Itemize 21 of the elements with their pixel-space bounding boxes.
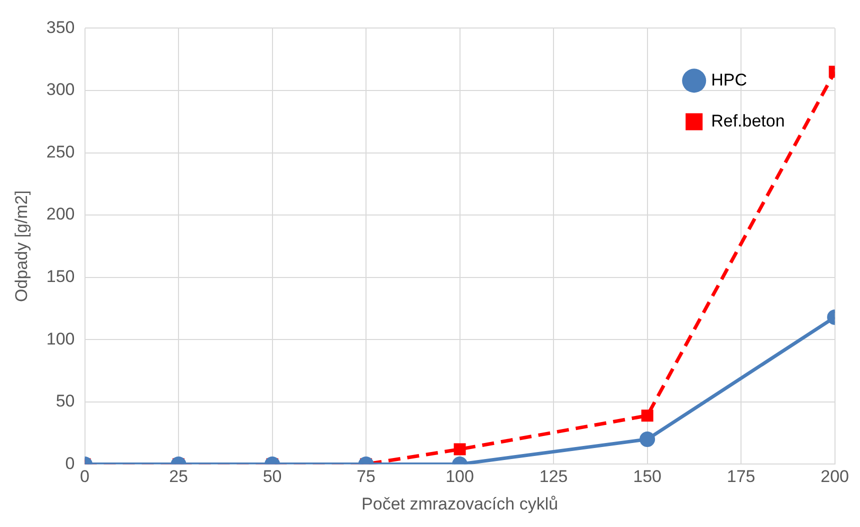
x-tick-label: 50 [262,467,282,486]
y-tick-label: 350 [46,18,75,37]
x-tick-label: 175 [726,467,756,486]
x-tick-label: 75 [356,467,376,486]
y-tick-label: 0 [65,454,75,473]
y-tick-label: 150 [46,267,75,286]
legend-label: Ref.beton [711,111,785,130]
x-tick-label: 150 [633,467,662,486]
y-tick-label: 50 [56,392,75,411]
y-tick-label: 100 [46,329,75,348]
x-tick-label: 0 [80,467,90,486]
x-axis-title: Počet zmrazovacích cyklů [362,494,558,514]
y-axis-title: Odpady [g/m2] [12,190,31,302]
x-tick-label: 200 [820,467,850,486]
x-tick-label: 25 [169,467,188,486]
legend-label: HPC [711,70,748,90]
x-tick-label: 100 [446,467,474,486]
y-tick-label: 300 [46,80,75,100]
y-tick-label: 250 [46,142,75,162]
y-tick-label: 200 [46,204,75,224]
x-tick-label: 125 [539,467,568,486]
